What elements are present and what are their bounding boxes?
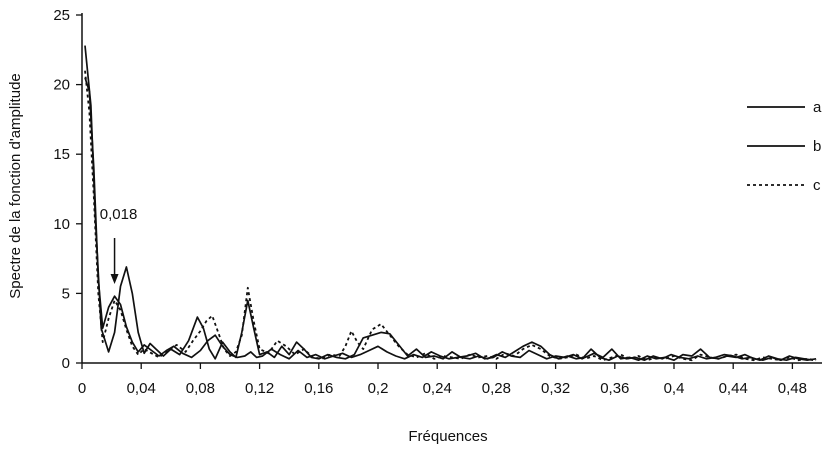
series-line-b: [84, 77, 814, 362]
annotation-label: 0,018: [100, 206, 138, 223]
y-tick-label: 15: [53, 146, 70, 163]
x-tick-label: 0,12: [245, 380, 274, 397]
series-line-c: [84, 70, 817, 362]
x-tick-label: 0,44: [719, 380, 748, 397]
annotation: 0,018: [100, 206, 138, 285]
legend-label-b: b: [813, 138, 821, 155]
x-tick-label: 0,32: [541, 380, 570, 397]
y-tick-label: 10: [53, 216, 70, 233]
x-axis-title: Fréquences: [408, 428, 487, 445]
legend: a b c: [747, 99, 822, 194]
series-layer: [84, 45, 817, 362]
legend-label-a: a: [813, 99, 822, 116]
axes-layer: 0 5 10 15 20 25 0 0,04 0,08 0,12 0,16 0,2 0,24 0,28 0,…: [53, 7, 822, 397]
y-tick-label: 20: [53, 77, 70, 94]
y-tick-label: 25: [53, 7, 70, 24]
x-tick-label: 0: [78, 380, 86, 397]
y-axis-title: Spectre de la fonction d'amplitude: [7, 73, 24, 299]
series-line-a: [84, 45, 817, 362]
x-tick-label: 0,08: [186, 380, 215, 397]
x-tick-label: 0,36: [600, 380, 629, 397]
x-tick-label: 0,48: [778, 380, 807, 397]
x-tick-label: 0,04: [127, 380, 156, 397]
x-tick-label: 0,16: [304, 380, 333, 397]
x-tick-label: 0,2: [368, 380, 389, 397]
y-tick-label: 5: [62, 285, 70, 302]
x-tick-label: 0,28: [482, 380, 511, 397]
x-tick-label: 0,24: [423, 380, 452, 397]
x-tick-label: 0,4: [664, 380, 685, 397]
legend-label-c: c: [813, 177, 821, 194]
y-tick-label: 0: [62, 355, 70, 372]
annotation-arrow-head: [110, 274, 119, 285]
